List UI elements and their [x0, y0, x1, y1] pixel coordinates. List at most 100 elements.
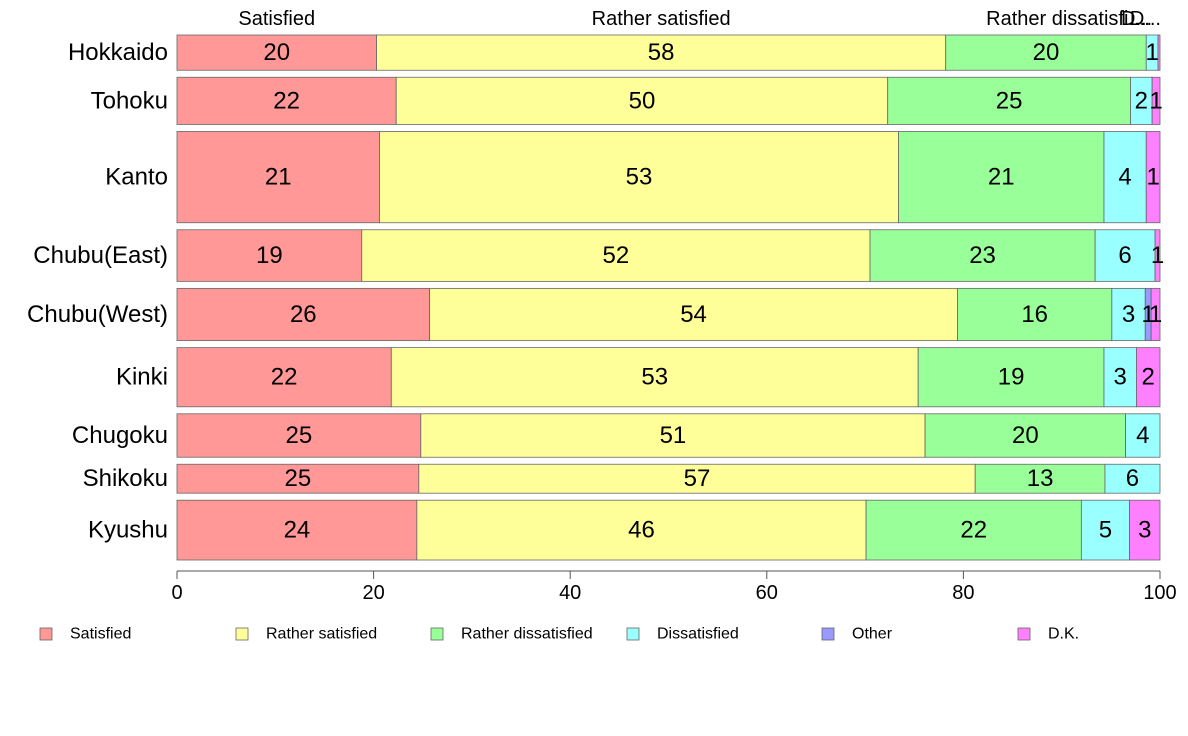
bar-segment — [865, 499, 1082, 561]
bar-segment — [1125, 413, 1161, 458]
segment-value-label: 53 — [626, 164, 653, 191]
category-label: Shikoku — [83, 465, 168, 492]
segment-value-label: 19 — [256, 242, 283, 269]
bar-segment — [1129, 499, 1161, 561]
segment-value-label: 13 — [1027, 465, 1054, 492]
segment-value-label: 1 — [1149, 301, 1162, 328]
segment-value-label: 46 — [628, 517, 655, 544]
bar-segment — [1103, 131, 1147, 224]
legend-swatch — [430, 627, 444, 641]
bar-segment — [420, 413, 926, 458]
bar-segment — [416, 499, 867, 561]
segment-value-label: 5 — [1099, 517, 1112, 544]
segment-value-label: 4 — [1136, 422, 1149, 449]
legend-swatch — [1017, 627, 1031, 641]
legend-item: D.K. — [1017, 626, 1079, 643]
legend-item: Rather satisfied — [235, 626, 377, 643]
bar-segment — [1103, 347, 1137, 408]
bar-segment — [390, 347, 919, 408]
bar-segment — [898, 131, 1105, 224]
top-series-labels: Satisfied Rather satisfied Rather dissatis… — [238, 8, 1161, 30]
bar-segment — [974, 463, 1106, 494]
segment-value-label: 20 — [1033, 39, 1060, 66]
segment-value-label: 25 — [286, 422, 313, 449]
bar-row-shikoku: 25 57 13 6 Shikoku — [83, 463, 1161, 494]
bar-segment — [361, 229, 871, 282]
segment-value-label: 23 — [969, 242, 996, 269]
x-tick-label: 80 — [952, 582, 974, 604]
segment-value-label: 22 — [271, 364, 298, 391]
segment-value-label: 21 — [265, 164, 292, 191]
bar-segment — [917, 347, 1105, 408]
bar-segment — [176, 76, 397, 125]
legend-item: Rather dissatisfied — [430, 626, 593, 643]
legend-label: Satisfied — [70, 626, 131, 643]
bar-segment — [957, 287, 1113, 342]
segment-value-label: 20 — [1012, 422, 1039, 449]
segment-value-label: 53 — [641, 364, 668, 391]
legend-label: Rather dissatisfied — [461, 626, 593, 643]
x-tick-label: 40 — [559, 582, 581, 604]
bar-row-chugoku: 25 51 20 4 Chugoku — [72, 413, 1161, 458]
x-tick-label: 60 — [756, 582, 778, 604]
legend-swatch — [235, 627, 249, 641]
bar-segment — [176, 131, 380, 224]
bar-segment — [869, 229, 1096, 282]
bar-segment — [395, 76, 889, 125]
segment-value-label: 2 — [1142, 364, 1155, 391]
segment-value-label: 22 — [273, 87, 300, 114]
bar-row-chubu-east-: 19 52 23 6 1 Chubu(East) — [33, 229, 1164, 282]
segment-value-label: 25 — [285, 465, 312, 492]
x-tick-label: 100 — [1143, 582, 1176, 604]
x-tick-label: 0 — [171, 582, 182, 604]
segment-value-label: 19 — [998, 364, 1025, 391]
bar-segment — [945, 34, 1147, 71]
bar-segment — [1136, 347, 1161, 408]
top-series-label: Rather dissatisfi... — [986, 8, 1145, 30]
segment-value-label: 20 — [263, 39, 290, 66]
segment-value-label: 3 — [1114, 364, 1127, 391]
segment-value-label: 24 — [284, 517, 311, 544]
bar-segment — [176, 347, 392, 408]
legend-swatch — [626, 627, 640, 641]
segment-value-label: 1 — [1151, 242, 1164, 269]
bar-segment — [379, 131, 899, 224]
top-series-label: Rather satisfied — [592, 8, 731, 30]
bar-segment — [418, 463, 976, 494]
top-series-label: D... — [1121, 8, 1152, 30]
bar-row-kanto: 21 53 21 4 1 Kanto — [105, 131, 1161, 224]
segment-value-label: 6 — [1126, 465, 1139, 492]
legend-item: Satisfied — [39, 626, 131, 643]
bar-row-hokkaido: 20 58 20 1 Hokkaido — [68, 34, 1161, 71]
top-series-label: D... — [1130, 8, 1161, 30]
bar-row-tohoku: 22 50 25 2 1 Tohoku — [91, 76, 1163, 125]
bar-segment — [1080, 499, 1130, 561]
segment-value-label: 2 — [1135, 87, 1148, 114]
bar-segment — [1154, 229, 1161, 282]
segment-value-label: 1 — [1146, 164, 1159, 191]
bar-segment — [176, 499, 418, 561]
legend-swatch — [821, 627, 835, 641]
category-label: Kinki — [116, 364, 168, 391]
bar-segment — [429, 287, 958, 342]
category-label: Chubu(West) — [27, 301, 168, 328]
bar-segment — [1151, 76, 1161, 125]
legend-label: D.K. — [1048, 626, 1079, 643]
segment-value-label: 51 — [660, 422, 687, 449]
legend-item: Other — [821, 626, 893, 643]
bar-segment — [376, 34, 947, 71]
category-label: Hokkaido — [68, 39, 168, 66]
bar-segment — [1150, 287, 1161, 342]
segment-value-label: 54 — [680, 301, 707, 328]
bar-segment — [1094, 229, 1156, 282]
bar-segment — [887, 76, 1131, 125]
category-label: Kanto — [105, 164, 168, 191]
segment-value-label: 3 — [1122, 301, 1135, 328]
segment-value-label: 3 — [1138, 517, 1151, 544]
bar-row-kinki: 22 53 19 3 2 Kinki — [116, 347, 1161, 408]
segment-value-label: 16 — [1021, 301, 1048, 328]
legend-swatch — [39, 627, 53, 641]
